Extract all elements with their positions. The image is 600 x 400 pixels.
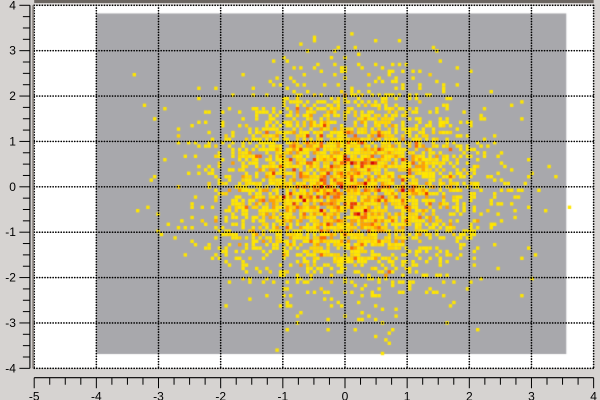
svg-text:0: 0: [9, 180, 16, 194]
svg-text:1: 1: [9, 134, 16, 148]
svg-text:3: 3: [528, 390, 535, 400]
svg-text:-5: -5: [29, 390, 40, 400]
svg-text:-3: -3: [5, 316, 16, 330]
svg-text:4: 4: [9, 0, 16, 12]
svg-text:1: 1: [404, 390, 411, 400]
svg-text:2: 2: [466, 390, 473, 400]
svg-text:-2: -2: [5, 271, 16, 285]
svg-text:3: 3: [9, 44, 16, 58]
svg-text:-4: -4: [5, 361, 16, 375]
svg-text:-3: -3: [153, 390, 164, 400]
svg-text:-2: -2: [215, 390, 226, 400]
svg-text:-1: -1: [5, 225, 16, 239]
svg-text:-1: -1: [277, 390, 288, 400]
svg-text:-4: -4: [91, 390, 102, 400]
svg-text:2: 2: [9, 89, 16, 103]
svg-text:4: 4: [590, 390, 597, 400]
svg-text:0: 0: [342, 390, 349, 400]
